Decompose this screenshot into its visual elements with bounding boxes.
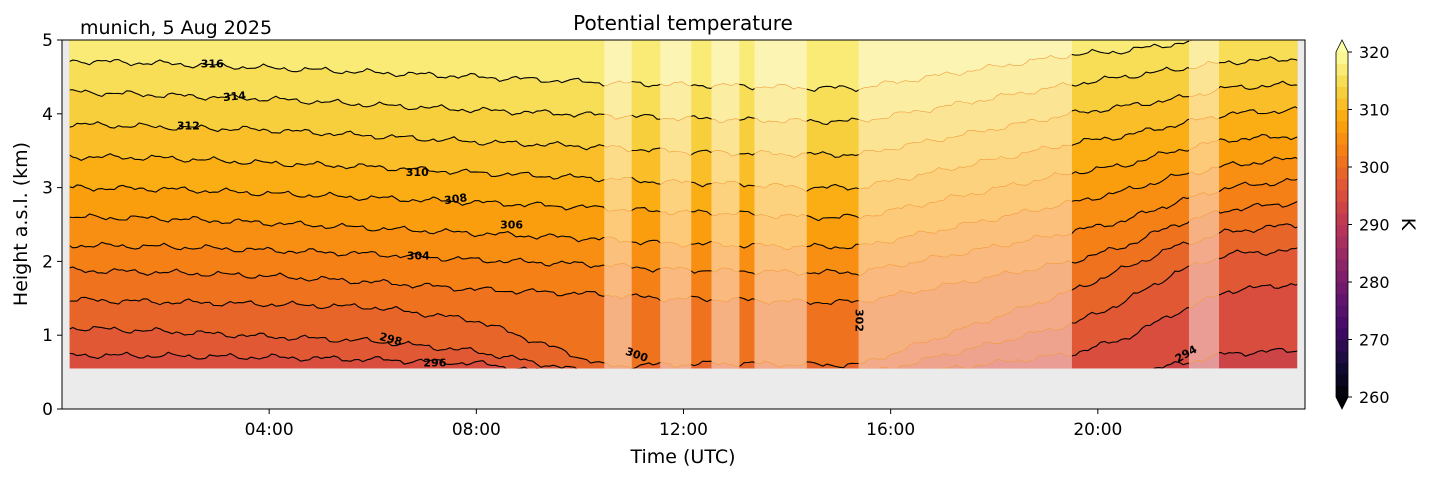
contour-band-316 xyxy=(69,40,1193,92)
colorbar-tick-label: 260 xyxy=(1359,388,1390,407)
masked-region xyxy=(660,40,692,369)
chart-subtitle: munich, 5 Aug 2025 xyxy=(80,17,272,39)
colorbar-extend-min xyxy=(1336,397,1348,409)
contour-label: 312 xyxy=(177,120,200,133)
colorbar-segment xyxy=(1336,247,1348,260)
contour-label: 310 xyxy=(406,166,429,179)
y-tick-label: 2 xyxy=(42,252,53,272)
colorbar-segment xyxy=(1336,75,1348,87)
x-tick-label: 08:00 xyxy=(452,420,501,440)
colorbar-segment xyxy=(1336,86,1348,99)
colorbar-segment xyxy=(1336,293,1348,306)
y-tick-label: 4 xyxy=(42,105,53,125)
colorbar-segment xyxy=(1336,270,1348,283)
colorbar-tick-label: 280 xyxy=(1359,273,1390,292)
x-tick-label: 04:00 xyxy=(245,420,294,440)
x-axis: 04:00 08:00 12:00 16:00 20:00 xyxy=(245,409,1122,440)
contour-label: 296 xyxy=(423,357,446,370)
contour-label: 308 xyxy=(443,191,468,207)
colorbar-tick-label: 290 xyxy=(1359,216,1390,235)
y-axis: 0 1 2 3 4 5 xyxy=(42,31,62,420)
colorbar-label: K xyxy=(1397,218,1419,231)
colorbar-segment xyxy=(1336,167,1348,179)
colorbar: 320 310 300 290 280 270 260 xyxy=(1335,39,1390,410)
colorbar-tick-label: 270 xyxy=(1359,331,1390,350)
colorbar-tick-label: 300 xyxy=(1359,158,1390,177)
y-tick-label: 5 xyxy=(42,31,53,51)
contour-label: 302 xyxy=(853,309,866,332)
x-tick-label: 16:00 xyxy=(866,420,915,440)
y-tick-label: 0 xyxy=(42,400,53,420)
colorbar-segment xyxy=(1336,316,1348,329)
contour-fills xyxy=(69,40,1298,369)
masked-region xyxy=(604,40,632,369)
colorbar-segment xyxy=(1336,328,1348,340)
colorbar-segment xyxy=(1336,305,1348,317)
contour-label: 306 xyxy=(500,219,523,232)
colorbar-tick-label: 310 xyxy=(1359,101,1390,120)
colorbar-segment xyxy=(1336,132,1348,145)
colorbar-segment xyxy=(1336,178,1348,191)
colorbar-segment xyxy=(1336,213,1348,225)
colorbar-segment xyxy=(1336,224,1348,237)
colorbar-segment xyxy=(1336,52,1348,64)
colorbar-segment xyxy=(1336,109,1348,122)
masked-region xyxy=(1188,40,1220,369)
colorbar-segment xyxy=(1336,362,1348,375)
colorbar-segment xyxy=(1336,144,1348,156)
masked-region xyxy=(754,40,807,369)
contour-label: 298 xyxy=(378,330,404,349)
masked-region xyxy=(858,40,1072,369)
colorbar-extend-max xyxy=(1336,40,1348,52)
y-tick-label: 3 xyxy=(42,179,53,199)
colorbar-tick-label: 320 xyxy=(1359,43,1390,62)
colorbar-segment xyxy=(1336,259,1348,271)
colorbar-segment xyxy=(1336,385,1348,398)
colorbar-segment xyxy=(1336,351,1348,363)
masked-region xyxy=(711,40,740,369)
colorbar-segment xyxy=(1336,282,1348,294)
x-tick-label: 20:00 xyxy=(1073,420,1122,440)
contour-label: 304 xyxy=(407,249,430,262)
colorbar-segment xyxy=(1336,63,1348,76)
colorbar-segment xyxy=(1336,201,1348,214)
colorbar-segment xyxy=(1336,190,1348,202)
contour-line-296 xyxy=(69,282,1298,369)
colorbar-segment xyxy=(1336,236,1348,248)
colorbar-segment xyxy=(1336,98,1348,110)
contour-label: 316 xyxy=(201,58,224,71)
colorbar-segment xyxy=(1336,374,1348,386)
colorbar-segment xyxy=(1336,121,1348,133)
contour-line-298 xyxy=(69,246,1298,369)
y-tick-label: 1 xyxy=(42,326,53,346)
x-tick-label: 12:00 xyxy=(659,420,708,440)
contour-label: 314 xyxy=(223,89,247,104)
colorbar-segment xyxy=(1336,339,1348,352)
y-axis-label: Height a.s.l. (km) xyxy=(10,142,32,306)
chart-title: Potential temperature xyxy=(573,11,793,35)
masked-regions xyxy=(604,40,1220,369)
colorbar-segment xyxy=(1336,155,1348,168)
x-axis-label: Time (UTC) xyxy=(629,446,735,468)
